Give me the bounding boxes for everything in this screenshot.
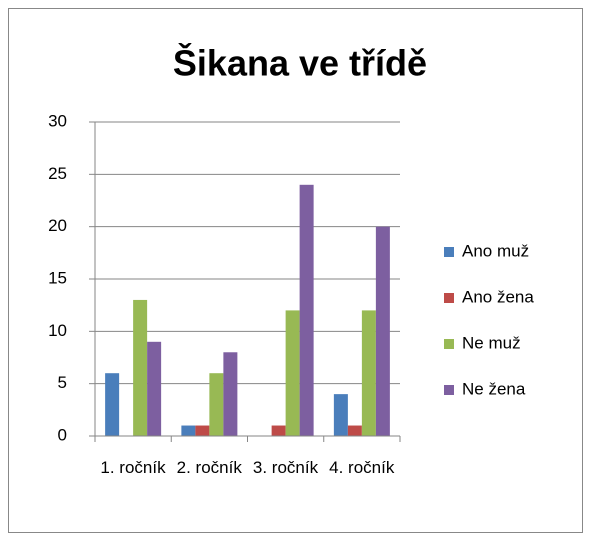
bar [181, 425, 196, 436]
y-tick-label: 0 [58, 425, 67, 444]
bar [223, 352, 238, 436]
x-tick-label: 2. ročník [176, 458, 242, 477]
legend-label: Ne žena [462, 379, 526, 398]
bar [271, 425, 286, 436]
legend-label: Ne muž [462, 333, 521, 352]
chart-title: Šikana ve třídě [173, 42, 427, 84]
bar [105, 373, 120, 436]
x-tick-label: 4. ročník [329, 458, 395, 477]
bar [333, 394, 348, 436]
bar [299, 184, 314, 436]
x-tick-label: 3. ročník [252, 458, 319, 477]
legend-swatch [444, 293, 454, 303]
bar [147, 341, 162, 436]
bar [195, 425, 210, 436]
y-tick-label: 25 [48, 164, 67, 183]
bar [361, 310, 376, 436]
y-tick-label: 10 [48, 321, 67, 340]
chart-border [8, 8, 583, 533]
legend-swatch [444, 247, 454, 257]
bar [285, 310, 300, 436]
bar [347, 425, 362, 436]
legend-label: Ano muž [462, 241, 529, 260]
legend-swatch [444, 339, 454, 349]
y-tick-label: 5 [58, 373, 67, 392]
bar [209, 373, 224, 436]
y-tick-label: 15 [48, 268, 67, 287]
bar [133, 299, 148, 436]
x-tick-label: 1. ročník [100, 458, 166, 477]
legend-swatch [444, 385, 454, 395]
y-tick-label: 20 [48, 216, 67, 235]
legend-label: Ano žena [462, 287, 534, 306]
bar [375, 226, 390, 436]
y-tick-label: 30 [48, 111, 67, 130]
